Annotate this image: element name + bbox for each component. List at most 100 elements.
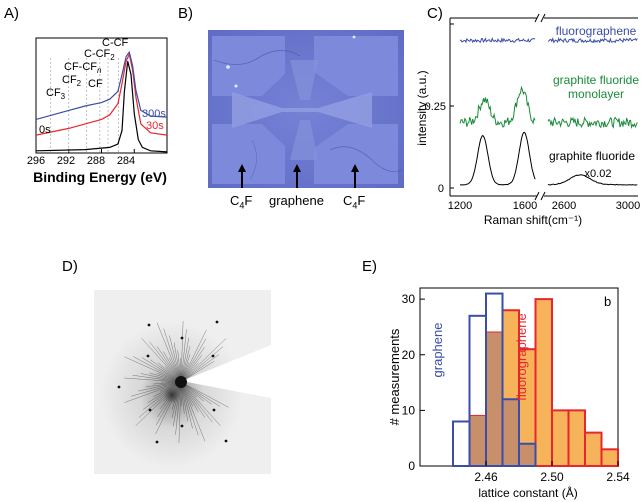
panel-a-xlabel: Binding Energy (eV) xyxy=(33,169,167,185)
panel-e-letter: b xyxy=(604,294,611,309)
panel-c-series-1-segment-0 xyxy=(459,85,536,128)
diffraction-streak xyxy=(173,342,182,383)
label-graphite-fluoride-monolayer-1: graphite fluoride xyxy=(553,73,639,87)
central-beam xyxy=(175,376,187,388)
diffraction-streak xyxy=(180,346,191,383)
diffraction-streak xyxy=(180,381,221,426)
diffraction-streak xyxy=(180,354,220,383)
panel-c-xtick-1600: 1600 xyxy=(513,200,537,212)
diffraction-streak xyxy=(172,381,182,427)
diffraction-spot xyxy=(117,385,121,389)
panel-a-ann-cf: CF xyxy=(88,78,103,90)
axis-break-mark xyxy=(534,13,540,23)
panel-c-ytick-0: 0 xyxy=(438,183,444,195)
panel-c-series-0-segment-1 xyxy=(547,36,638,44)
diffraction-spot xyxy=(180,424,184,428)
diffraction-streak xyxy=(180,381,206,442)
diffraction-spot xyxy=(147,323,151,327)
label-graphite-fluoride-monolayer-2: monolayer xyxy=(568,87,624,101)
panel-e-xtick-label: 2.50 xyxy=(540,470,564,484)
debris-spot xyxy=(234,84,238,88)
panel-a-ann-ccf: C-CF xyxy=(102,37,129,49)
overlap-bar xyxy=(519,443,536,466)
label-graphite-fluoride: graphite fluoride xyxy=(549,149,635,163)
diffraction-streak xyxy=(180,361,215,383)
crack-line xyxy=(213,50,301,65)
arrow-head xyxy=(293,164,301,172)
diffraction-streak xyxy=(124,356,182,383)
diffraction-streak xyxy=(180,381,212,405)
diffraction-streak xyxy=(180,381,193,429)
diffraction-streak xyxy=(124,381,182,403)
panel-a-ann-ccf2: C-CF2 xyxy=(84,48,115,63)
panel-a-ann-cf3: CF3 xyxy=(46,87,66,102)
fluorographene-bar xyxy=(534,298,553,467)
diffraction-streak xyxy=(149,341,182,383)
diffraction-streak xyxy=(180,347,205,383)
beam-stop-shadow xyxy=(182,345,271,398)
crack-line xyxy=(329,146,403,173)
diffraction-streak xyxy=(180,338,227,383)
diffraction-streak xyxy=(155,381,182,426)
graphene-channel xyxy=(232,92,372,128)
diffraction-streak xyxy=(180,329,207,383)
overlap-bar xyxy=(469,415,486,466)
panel-label-a: A) xyxy=(4,5,19,22)
panel-label-d: D) xyxy=(62,258,78,275)
diffraction-streak xyxy=(178,381,182,444)
axis-break-mark xyxy=(534,191,540,201)
diffraction-streak xyxy=(133,356,182,383)
overlap-bar xyxy=(486,332,503,466)
panel-e-xtick-label: 2.46 xyxy=(474,470,498,484)
fluorographene-bar xyxy=(567,409,586,467)
panel-a-tick-292: 292 xyxy=(57,155,75,167)
diffraction-streak xyxy=(180,381,189,422)
arrow-head xyxy=(351,164,359,172)
panel-c-ylabel: intensity (a.u.) xyxy=(415,70,429,145)
diffraction-streak xyxy=(155,381,182,435)
panel-a-series-0s xyxy=(35,61,168,153)
diffraction-spot xyxy=(211,354,215,358)
channel-lead-top xyxy=(290,60,318,100)
graphene-bar xyxy=(518,442,537,467)
axis-break-mark xyxy=(540,13,546,23)
diffraction-streak xyxy=(147,381,182,403)
panel-c-series-1-segment-1 xyxy=(547,116,638,130)
diffraction-streak xyxy=(163,328,182,383)
diffraction-streak xyxy=(140,373,182,383)
axis-break-mark xyxy=(540,191,546,201)
panel-c-xtick-2600: 2600 xyxy=(552,200,576,212)
contact-pad-top-left xyxy=(212,36,285,96)
panel-e-xtick-label: 2.54 xyxy=(606,470,630,484)
diffraction-spot xyxy=(224,439,228,443)
diffraction-streak xyxy=(180,337,190,383)
contact-pad-bottom-right xyxy=(314,124,398,184)
diffraction-streak xyxy=(180,381,229,408)
diffraction-streak xyxy=(150,359,182,383)
overlap-bar xyxy=(502,399,519,466)
panel-a-tick-296: 296 xyxy=(27,155,45,167)
diffraction-streak xyxy=(180,381,199,436)
panel-a-ann-cf2: CF2 xyxy=(62,74,82,89)
crack-line xyxy=(249,139,257,181)
diffraction-streak xyxy=(141,338,182,383)
panel-c-xtick-1200: 1200 xyxy=(448,200,472,212)
diffraction-streak xyxy=(132,374,182,383)
debris-spot xyxy=(352,35,356,39)
panel-c-axis-break-gap xyxy=(537,12,544,202)
diffraction-streak xyxy=(156,322,182,383)
diffraction-streak xyxy=(124,377,182,383)
diffraction-streak xyxy=(180,381,213,423)
panel-a-legend-300s: 300s xyxy=(142,108,166,120)
panel-a-legend-0s: 0s xyxy=(39,124,51,136)
panel-a-tick-288: 288 xyxy=(87,155,105,167)
panel-c-series-2-segment-0 xyxy=(459,131,536,186)
panel-c-ytick-025: 0.25 xyxy=(425,101,446,113)
panel-e-ytick-label: 0 xyxy=(408,459,415,473)
diffraction-streak xyxy=(180,338,207,383)
panel-label-b: B) xyxy=(178,5,193,22)
panel-a-series-300s xyxy=(35,50,168,120)
diffraction-streak xyxy=(157,381,182,417)
